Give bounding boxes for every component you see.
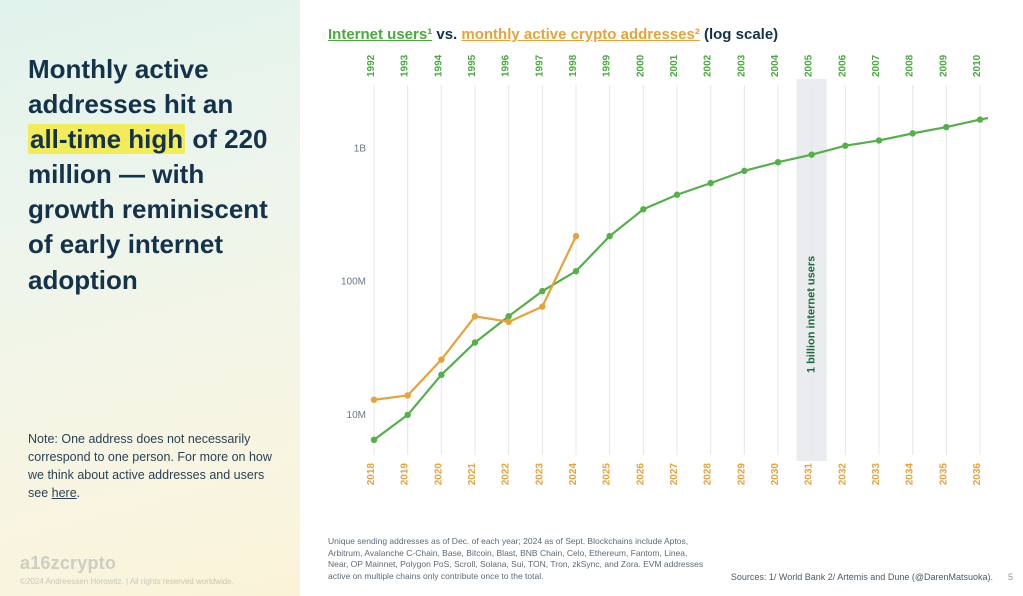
x-label-top: 2009 — [938, 54, 949, 77]
x-label-bottom: 2020 — [433, 463, 444, 486]
x-label-top: 1995 — [467, 54, 478, 77]
marker-internet — [606, 233, 612, 239]
y-tick-label: 100M — [341, 277, 366, 288]
x-label-top: 1993 — [400, 54, 411, 77]
x-label-top: 2003 — [736, 54, 747, 77]
marker-internet — [404, 412, 410, 418]
marker-crypto — [404, 392, 410, 398]
marker-crypto — [505, 319, 511, 325]
x-label-bottom: 2026 — [635, 463, 646, 486]
x-label-top: 1992 — [366, 54, 377, 77]
x-label-top: 2007 — [871, 54, 882, 77]
marker-internet — [741, 168, 747, 174]
marker-internet — [539, 288, 545, 294]
chart-wrap: 1992 2018 1993 2019 1994 2020 1995 2021 1996 2022… — [328, 51, 993, 532]
title-tail: (log scale) — [700, 26, 778, 43]
x-label-bottom: 2032 — [837, 463, 848, 486]
marker-crypto — [472, 313, 478, 319]
headline-pre: Monthly active addresses hit an — [28, 54, 233, 119]
note-link[interactable]: here — [52, 486, 77, 500]
chart-panel: Internet users¹ vs. monthly active crypt… — [300, 0, 1023, 596]
marker-internet — [707, 180, 713, 186]
x-label-top: 1997 — [534, 54, 545, 77]
title-mid: vs. — [432, 26, 461, 43]
x-label-top: 1998 — [568, 54, 579, 77]
marker-internet — [573, 268, 579, 274]
x-label-top: 1994 — [433, 54, 444, 77]
x-label-top: 2005 — [804, 54, 815, 77]
marker-internet — [472, 339, 478, 345]
x-label-bottom: 2036 — [972, 463, 983, 486]
headline: Monthly active addresses hit an all-time… — [28, 52, 272, 298]
x-label-bottom: 2018 — [366, 463, 377, 486]
marker-crypto — [573, 233, 579, 239]
callout-label: 1 billion internet users — [806, 256, 818, 373]
x-label-top: 1999 — [602, 54, 613, 77]
x-label-top: 2006 — [837, 54, 848, 77]
x-label-top: 2002 — [703, 54, 714, 77]
marker-internet — [943, 124, 949, 130]
marker-internet — [909, 130, 915, 136]
x-label-top: 2000 — [635, 54, 646, 77]
marker-internet — [775, 159, 781, 165]
copyright: ©2024 Andreessen Horowitz. | All rights … — [20, 577, 234, 586]
y-tick-label: 10M — [347, 410, 366, 421]
x-label-bottom: 2019 — [400, 463, 411, 486]
marker-internet — [371, 437, 377, 443]
x-label-top: 2001 — [669, 54, 680, 77]
x-label-bottom: 2021 — [467, 463, 478, 486]
x-label-top: 1996 — [501, 54, 512, 77]
marker-crypto — [539, 303, 545, 309]
title-series-a: Internet users¹ — [328, 26, 432, 43]
chart-footnote: Unique sending addresses as of Dec. of e… — [328, 536, 708, 582]
marker-internet — [977, 116, 983, 122]
sources: Sources: 1/ World Bank 2/ Artemis and Du… — [731, 572, 993, 582]
marker-internet — [808, 151, 814, 157]
chart-title: Internet users¹ vs. monthly active crypt… — [328, 26, 993, 43]
x-label-bottom: 2027 — [669, 463, 680, 486]
x-label-top: 2010 — [972, 54, 983, 77]
series-internet — [374, 113, 988, 440]
note-post: . — [77, 486, 80, 500]
brand-logo: a16zcrypto — [20, 553, 116, 574]
page-number: 5 — [1008, 572, 1013, 582]
marker-internet — [842, 143, 848, 149]
x-label-bottom: 2029 — [736, 463, 747, 486]
x-label-bottom: 2022 — [501, 463, 512, 486]
x-label-bottom: 2028 — [703, 463, 714, 486]
title-series-b: monthly active crypto addresses² — [461, 26, 699, 43]
x-label-bottom: 2035 — [938, 463, 949, 486]
marker-internet — [438, 372, 444, 378]
line-chart: 1992 2018 1993 2019 1994 2020 1995 2021 1996 2022… — [328, 51, 988, 491]
marker-internet — [674, 192, 680, 198]
marker-internet — [505, 313, 511, 319]
x-label-bottom: 2023 — [534, 463, 545, 486]
headline-highlight: all-time high — [28, 124, 185, 154]
left-panel: Monthly active addresses hit an all-time… — [0, 0, 300, 596]
marker-crypto — [371, 397, 377, 403]
x-label-bottom: 2025 — [602, 463, 613, 486]
marker-internet — [876, 137, 882, 143]
x-label-bottom: 2030 — [770, 463, 781, 486]
x-label-top: 2004 — [770, 54, 781, 77]
x-label-bottom: 2033 — [871, 463, 882, 486]
marker-crypto — [438, 356, 444, 362]
x-label-top: 2008 — [905, 54, 916, 77]
x-label-bottom: 2024 — [568, 463, 579, 486]
marker-internet — [640, 206, 646, 212]
x-label-bottom: 2031 — [804, 463, 815, 486]
x-label-bottom: 2034 — [905, 463, 916, 486]
y-tick-label: 1B — [354, 144, 367, 155]
